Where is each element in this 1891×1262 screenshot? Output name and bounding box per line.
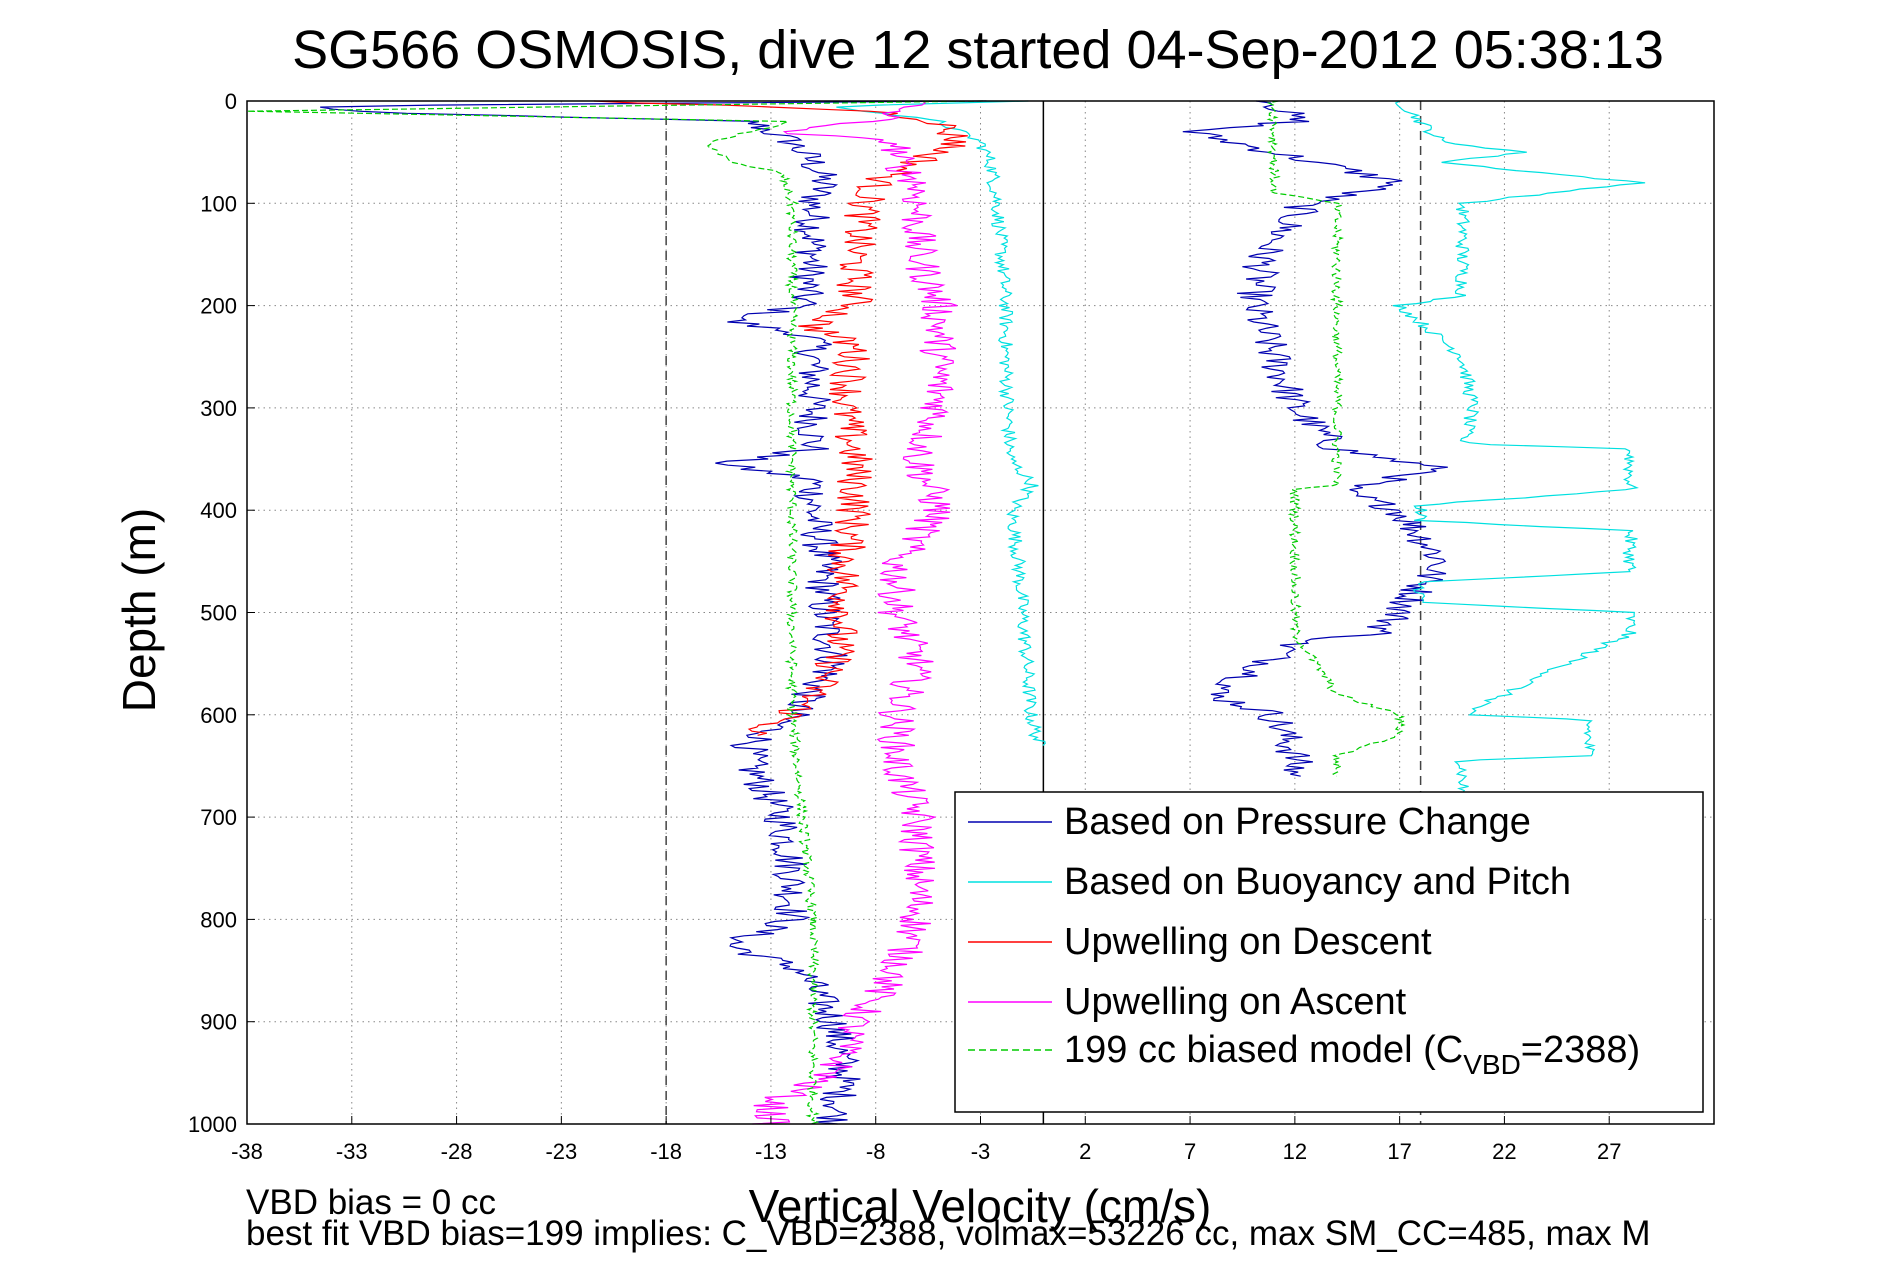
x-tick-label: -33 — [336, 1139, 368, 1164]
series-line — [836, 100, 1046, 746]
y-tick-label: 500 — [200, 601, 237, 626]
footnote-best-fit: best fit VBD bias=199 implies: C_VBD=238… — [246, 1214, 1651, 1253]
series-line — [1182, 100, 1448, 777]
x-tick-label: -38 — [231, 1139, 263, 1164]
x-tick-labels: -38 -33 -28 -23 -18 -13 -8 -3 2 7 12 17 22 27 — [231, 1116, 1621, 1164]
x-tick-label: 12 — [1283, 1139, 1307, 1164]
x-tick-label: 27 — [1597, 1139, 1621, 1164]
x-tick-label: -28 — [441, 1139, 473, 1164]
legend-box — [954, 791, 1704, 1113]
x-tick-label: 17 — [1387, 1139, 1411, 1164]
x-tick-label: -23 — [545, 1139, 577, 1164]
y-tick-label: 1000 — [188, 1112, 237, 1137]
x-tick-label: -8 — [866, 1139, 886, 1164]
legend-label: Based on Pressure Change — [1064, 801, 1531, 843]
series-line — [593, 100, 968, 736]
y-tick-labels: 0 100 200 300 400 500 600 700 800 900 1000 — [188, 89, 255, 1137]
x-tick-label: -18 — [650, 1139, 682, 1164]
x-tick-label: 22 — [1492, 1139, 1516, 1164]
legend: Based on Pressure Change Based on Buoyanc… — [954, 791, 1704, 1113]
legend-label: Upwelling on Ascent — [1064, 981, 1407, 1023]
y-tick-label: 700 — [200, 805, 237, 830]
y-tick-label: 100 — [200, 191, 237, 216]
x-tick-label: -13 — [755, 1139, 787, 1164]
y-tick-label: 0 — [225, 89, 237, 114]
chart-title: SG566 OSMOSIS, dive 12 started 04-Sep-20… — [292, 20, 1664, 80]
series-line — [320, 100, 987, 1125]
x-axis-label: Vertical Velocity (cm/s) — [749, 1180, 1212, 1232]
y-tick-label: 400 — [200, 498, 237, 523]
x-tick-label: 2 — [1079, 1139, 1091, 1164]
legend-items: Based on Pressure Change Based on Buoyanc… — [968, 801, 1640, 1080]
y-tick-label: 800 — [200, 907, 237, 932]
y-tick-label: 300 — [200, 396, 237, 421]
series-line — [246, 100, 983, 1125]
series-line — [1392, 100, 1646, 880]
x-tick-label: -3 — [971, 1139, 991, 1164]
footnote-vbd-bias: VBD bias = 0 cc — [246, 1183, 496, 1222]
legend-label: Upwelling on Descent — [1064, 921, 1432, 963]
series-line — [752, 100, 958, 1125]
y-tick-label: 600 — [200, 703, 237, 728]
y-axis-label: Depth (m) — [113, 508, 165, 712]
legend-label: 199 cc biased model (CVBD=2388) — [1064, 1029, 1640, 1080]
y-tick-label: 200 — [200, 294, 237, 319]
x-tick-label: 7 — [1184, 1139, 1196, 1164]
series-lines — [246, 100, 1646, 1125]
series-line — [1266, 100, 1407, 777]
y-tick-label: 900 — [200, 1010, 237, 1035]
legend-label: Based on Buoyancy and Pitch — [1064, 861, 1571, 903]
